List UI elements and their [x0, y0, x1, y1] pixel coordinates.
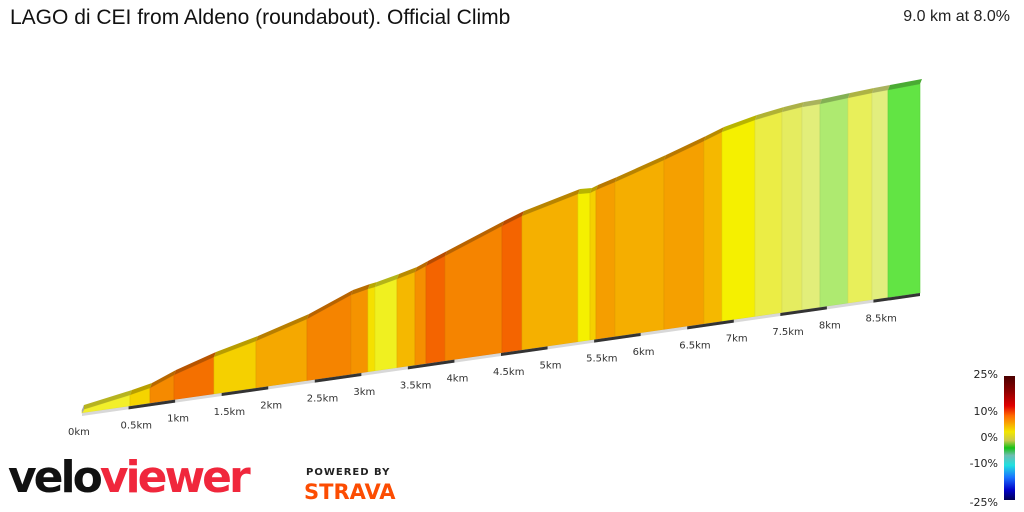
legend-label-min: -25% — [969, 496, 998, 509]
distance-tick-label: 3km — [353, 387, 375, 398]
gradient-segment — [801, 103, 821, 311]
gradient-segment — [589, 189, 597, 341]
segment-top-bevel — [82, 390, 132, 410]
distance-tick-label: 7km — [726, 334, 748, 345]
segment-top-bevel — [502, 211, 524, 226]
profile-top-edge — [82, 79, 922, 413]
distance-tick-label: 6km — [633, 347, 655, 358]
distance-tick-label: 1km — [167, 414, 189, 425]
segment-top-bevel — [872, 85, 890, 93]
legend-label-max: 25% — [973, 368, 998, 381]
gradient-segment — [819, 97, 849, 308]
distance-tick-label: 5.5km — [586, 354, 617, 365]
legend-label-0: 0% — [980, 431, 998, 444]
powered-by-label: POWERED BY — [306, 467, 391, 478]
gradient-segment — [521, 193, 579, 351]
distance-tick-label: 2.5km — [307, 394, 338, 405]
segment-top-bevel — [615, 155, 666, 182]
segment-top-bevel — [256, 314, 309, 341]
gradient-legend: 25% 10% 0% -10% -25% — [962, 368, 1024, 509]
gradient-segment — [396, 271, 416, 369]
segment-top-bevel — [888, 79, 922, 90]
segment-top-bevel — [375, 274, 399, 287]
gradient-segment — [577, 192, 591, 343]
logo-viewer: viewer — [99, 452, 251, 503]
gradient-segment — [414, 265, 427, 366]
segment-top-bevel — [802, 99, 822, 107]
gradient-segment — [306, 294, 352, 382]
segment-top-bevel — [755, 107, 784, 120]
segment-top-bevel — [415, 261, 428, 272]
distance-tick-label: 2km — [260, 400, 282, 411]
segment-top-bevel — [368, 282, 377, 289]
segment-top-bevel — [722, 115, 757, 132]
segment-top-bevel — [174, 352, 216, 375]
gradient-segments — [81, 83, 921, 414]
segment-top-bevel — [214, 336, 258, 357]
distance-tick-labels: 0km 0.5km 1km 1.5km 2km 2.5km 3km 3.5km 4km 4.5km… — [68, 314, 897, 438]
gradient-segment — [703, 131, 723, 325]
gradient-segment — [614, 159, 665, 338]
segment-top-bevel — [307, 290, 353, 319]
distance-tick-label: 1.5km — [214, 407, 245, 418]
segment-top-bevel — [445, 221, 504, 256]
segment-top-bevel — [578, 188, 592, 194]
segment-top-bevel — [782, 102, 804, 112]
segment-top-bevel — [351, 284, 370, 295]
segment-top-bevel — [130, 383, 152, 395]
legend-label-10: 10% — [973, 405, 998, 418]
distance-tick-label: 8km — [819, 320, 841, 331]
page-title: LAGO di CEI from Aldeno (roundabout). Of… — [10, 6, 511, 29]
distance-baseline — [82, 293, 920, 416]
gradient-segment — [781, 106, 803, 314]
distance-tick-label: 4.5km — [493, 367, 524, 378]
segment-top-bevel — [590, 185, 598, 193]
distance-tick-label: 3.5km — [400, 380, 431, 391]
gradient-segment — [663, 140, 705, 331]
distance-tick-label: 0km — [68, 427, 90, 438]
distance-tick-label: 4km — [446, 374, 468, 385]
gradient-segment — [754, 111, 783, 317]
logo-velo: velo — [8, 452, 103, 503]
segment-top-bevel — [426, 251, 447, 266]
segment-top-bevel — [664, 136, 706, 160]
climb-summary: 9.0 km at 8.0% — [903, 8, 1010, 25]
gradient-segment — [887, 83, 921, 298]
distance-tick-label: 8.5km — [865, 314, 896, 325]
gradient-segment — [595, 181, 616, 340]
segment-top-bevel — [848, 88, 874, 98]
strava-logo: STRAVA — [304, 480, 396, 504]
gradient-segment — [444, 225, 503, 362]
gradient-segment — [367, 286, 376, 373]
legend-label-neg10: -10% — [969, 457, 998, 470]
gradient-segment — [350, 288, 369, 375]
gradient-segment — [374, 278, 398, 372]
segment-top-bevel — [596, 177, 617, 190]
segment-top-bevel — [150, 370, 176, 388]
distance-tick-label: 5km — [540, 360, 562, 371]
gradient-segment — [501, 215, 523, 354]
segment-top-bevel — [704, 127, 724, 141]
distance-tick-label: 7.5km — [772, 327, 803, 338]
gradient-segment — [847, 92, 873, 304]
gradient-color-scale — [1004, 376, 1015, 500]
gradient-segment — [425, 255, 446, 365]
segment-top-bevel — [820, 93, 850, 104]
gradient-segment — [721, 119, 756, 322]
segment-top-bevel — [522, 189, 580, 216]
gradient-segment — [871, 89, 889, 301]
segment-top-bevel — [397, 267, 417, 279]
veloviewer-logo: veloviewer — [8, 452, 251, 504]
distance-tick-label: 6.5km — [679, 340, 710, 351]
distance-tick-label: 0.5km — [121, 420, 152, 431]
